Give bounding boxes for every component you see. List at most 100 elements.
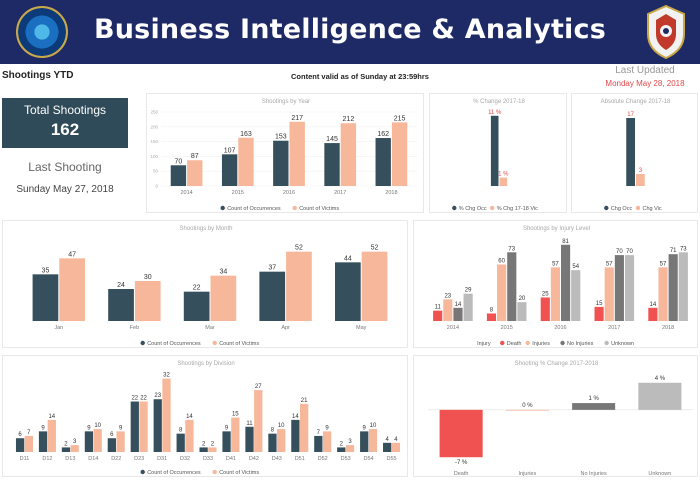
x-tick-label: 2015 bbox=[232, 190, 244, 196]
data-label: 2 bbox=[64, 441, 68, 447]
bar bbox=[383, 442, 392, 452]
data-label: 6 bbox=[110, 432, 114, 438]
x-tick-label: D53 bbox=[341, 456, 351, 462]
bar bbox=[638, 382, 682, 410]
x-tick-label: 2016 bbox=[554, 325, 566, 331]
data-label: 1 % bbox=[588, 396, 599, 402]
chart-shootings-by-year[interactable]: Shootings by Year 0 50 100 150 200 250 70 107 153… bbox=[146, 93, 424, 213]
data-label: 10 bbox=[94, 423, 101, 429]
bar bbox=[668, 254, 678, 321]
data-label: 4 bbox=[385, 437, 389, 443]
data-label: 70 bbox=[616, 249, 623, 255]
x-tick-label: 2018 bbox=[385, 190, 397, 196]
bar bbox=[59, 258, 86, 321]
data-label: 14 bbox=[48, 414, 55, 420]
legend-label: Chg Vic bbox=[643, 206, 662, 212]
bar bbox=[439, 409, 483, 458]
chart-shootings-by-month[interactable]: Shootings by Month 35 24 22 37 44 47 30 34 52 52 Ja… bbox=[2, 220, 408, 348]
data-label: 29 bbox=[465, 288, 472, 294]
bar bbox=[497, 264, 507, 321]
legend-label: Count of Victims bbox=[219, 470, 259, 476]
bar bbox=[61, 447, 71, 452]
chart-title: Shooting % Change 2017-2018 bbox=[515, 361, 599, 367]
data-label: 54 bbox=[572, 264, 579, 270]
police-crest-icon bbox=[647, 4, 685, 60]
x-tick-label: D31 bbox=[157, 456, 167, 462]
chart-shootings-by-division[interactable]: Shootings by Division 6 9 2 9 6 22 23 8 2 9 11 8 14 7 2… bbox=[2, 355, 408, 477]
bar bbox=[507, 252, 517, 321]
bar bbox=[340, 123, 357, 186]
chart-pct-change[interactable]: % Change 2017-18 11 % 1 % % Chg Occ % Chg 17… bbox=[429, 93, 567, 213]
data-label: 22 bbox=[140, 396, 147, 402]
data-label: 9 bbox=[363, 425, 367, 431]
bar bbox=[604, 267, 614, 321]
data-label: 32 bbox=[163, 373, 170, 379]
bar bbox=[391, 122, 408, 186]
data-label: 14 bbox=[650, 302, 657, 308]
legend-swatch bbox=[500, 340, 505, 346]
bar bbox=[15, 438, 25, 452]
data-label: 60 bbox=[498, 259, 505, 265]
bar bbox=[368, 429, 378, 452]
x-tick-label: 2018 bbox=[662, 325, 674, 331]
chart-injury-pct-change[interactable]: Shooting % Change 2017-2018 -7 % Death 0 % I… bbox=[413, 355, 698, 477]
legend-swatch bbox=[140, 469, 145, 475]
legend-label: Count of Victims bbox=[219, 341, 259, 347]
data-label: 11 bbox=[435, 305, 442, 311]
bar bbox=[93, 429, 102, 452]
chart-abs-change[interactable]: Absolute Change 2017-18 17 3 Chg Occ Chg Vic bbox=[571, 93, 698, 213]
data-label: 73 bbox=[508, 246, 515, 252]
data-label: 9 bbox=[41, 425, 45, 431]
bar bbox=[550, 267, 560, 321]
bar bbox=[183, 291, 210, 321]
data-label: 10 bbox=[278, 423, 285, 429]
bar bbox=[453, 307, 463, 321]
x-tick-label: May bbox=[356, 325, 367, 331]
data-label: 4 bbox=[394, 437, 398, 443]
x-tick-label: 2014 bbox=[180, 190, 192, 196]
bar bbox=[47, 419, 56, 452]
bar bbox=[208, 447, 217, 452]
data-label: 47 bbox=[68, 251, 76, 258]
x-tick-label: D32 bbox=[180, 456, 190, 462]
bar bbox=[571, 270, 581, 321]
bar bbox=[70, 445, 79, 452]
legend-label: % Chg Occ bbox=[459, 206, 487, 212]
bar bbox=[517, 302, 527, 321]
x-tick-label: D22 bbox=[111, 456, 121, 462]
legend-swatch bbox=[452, 205, 457, 211]
data-label: 8 bbox=[179, 428, 183, 434]
bar bbox=[624, 255, 635, 321]
last-shooting-date: Sunday May 27, 2018 bbox=[16, 184, 114, 195]
bar bbox=[443, 299, 453, 321]
legend-label: Injuries bbox=[532, 341, 550, 347]
total-shootings-label: Total Shootings bbox=[23, 103, 107, 117]
chart-injury-level[interactable]: Shootings by Injury Level 11 8 25 15 14 23 60 57… bbox=[413, 220, 698, 348]
data-label: 87 bbox=[191, 153, 199, 160]
page-title: Business Intelligence & Analytics bbox=[93, 14, 606, 45]
data-label: 35 bbox=[42, 267, 50, 274]
legend-swatch bbox=[604, 205, 609, 211]
data-label: 163 bbox=[240, 131, 252, 138]
y-tick-label: 250 bbox=[150, 110, 158, 115]
data-label: 24 bbox=[117, 282, 125, 289]
bar bbox=[463, 293, 473, 321]
data-label: 6 bbox=[18, 432, 22, 438]
x-tick-label: D54 bbox=[364, 456, 374, 462]
legend-swatch bbox=[525, 340, 530, 346]
legend-label: No Injuries bbox=[567, 341, 594, 347]
data-label: 52 bbox=[295, 245, 303, 252]
x-tick-label: D11 bbox=[20, 456, 30, 462]
legend-swatch bbox=[560, 340, 565, 346]
bar bbox=[289, 121, 305, 186]
data-label: 34 bbox=[219, 269, 227, 276]
bar bbox=[486, 313, 497, 321]
legend-swatch bbox=[140, 340, 145, 346]
data-label: 3 bbox=[348, 439, 352, 445]
bar bbox=[337, 447, 346, 452]
bar bbox=[162, 378, 171, 452]
data-label: 3 bbox=[639, 168, 643, 174]
legend-swatch bbox=[604, 340, 609, 346]
bar bbox=[185, 419, 194, 452]
bar bbox=[334, 262, 361, 321]
